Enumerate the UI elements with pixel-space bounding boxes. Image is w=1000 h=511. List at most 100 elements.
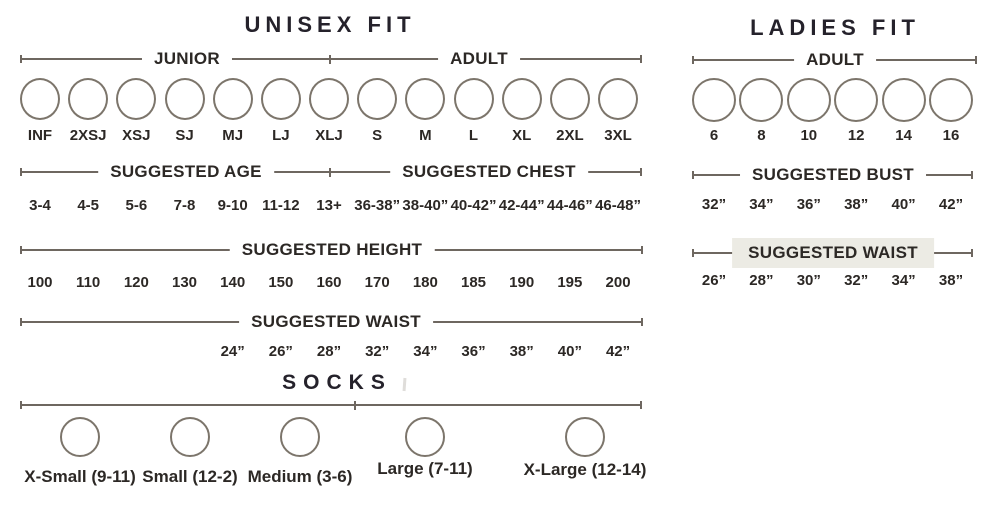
unisex-suggested-waist-value: 24”	[220, 343, 245, 360]
suggested-age-value: 5-6	[125, 197, 148, 214]
suggested-height-value: 190	[509, 274, 535, 291]
unisex-size-label: M	[419, 127, 432, 144]
ladies-suggested-waist-value: 26”	[701, 272, 727, 289]
unisex-size-label: XL	[512, 127, 532, 144]
suggested-height-value: 180	[412, 274, 438, 291]
sock-size-label: X-Large (12-14)	[523, 460, 647, 479]
suggested-height-value: 130	[171, 274, 198, 291]
suggested-chest-value: 38-40”	[402, 197, 449, 214]
unisex-group-ruler-center-tick	[329, 55, 331, 64]
suggested-height-value: 140	[220, 274, 246, 291]
suggested-height-value: 200	[605, 274, 631, 291]
ladies-size-label: 14	[895, 127, 912, 144]
suggested-bust-value: 40”	[891, 196, 916, 213]
ladies-size-circle	[739, 78, 784, 122]
suggested-age-value: 9-10	[217, 197, 248, 214]
suggested-bust-value: 34”	[749, 196, 774, 213]
unisex-size-circle	[357, 78, 398, 120]
unisex-suggested-waist-value: 40”	[557, 343, 582, 360]
suggested-bust-value: 36”	[796, 196, 821, 213]
socks-ruler	[20, 401, 642, 409]
ladies-size-label: 8	[757, 127, 766, 144]
suggested-height-label: SUGGESTED HEIGHT	[229, 239, 435, 261]
unisex-size-circle	[405, 78, 446, 120]
unisex-fit-title: UNISEX FIT	[244, 12, 416, 37]
unisex-size-label: L	[468, 127, 479, 144]
suggested-height-value: 150	[268, 274, 294, 291]
unisex-suggested-waist-value: 38”	[509, 343, 534, 360]
unisex-size-label: 2XSJ	[69, 127, 107, 144]
suggested-bust-value: 42”	[938, 196, 964, 213]
ladies-size-circle	[929, 78, 973, 122]
sock-size-circle	[170, 417, 210, 457]
ladies-suggested-waist-value: 34”	[891, 272, 916, 289]
suggested-bust-label: SUGGESTED BUST	[740, 164, 926, 186]
unisex-size-label: MJ	[222, 127, 244, 144]
age-chest-ruler	[20, 168, 642, 176]
sock-size-label: Small (12-2)	[142, 467, 238, 486]
ladies-suggested-waist-value: 30”	[796, 272, 821, 289]
adult-group-label: ADULT	[438, 48, 520, 70]
suggested-chest-value: 42-44”	[498, 197, 545, 214]
sock-size-label: Medium (3-6)	[247, 467, 353, 486]
suggested-height-value: 185	[461, 274, 487, 291]
socks-title: SOCKS	[282, 371, 392, 394]
suggested-height-value: 170	[364, 274, 390, 291]
ladies-size-circle	[786, 78, 831, 122]
ladies-size-label: 16	[942, 127, 960, 144]
sock-size-circle	[565, 417, 605, 457]
sock-size-circle	[405, 417, 445, 457]
unisex-suggested-waist-value: 32”	[365, 343, 390, 360]
unisex-size-circle	[164, 78, 205, 120]
unisex-suggested-waist-value: 36”	[461, 343, 486, 360]
unisex-size-circle	[212, 78, 253, 120]
print-artifact-mark	[402, 377, 407, 392]
ladies-fit-title: LADIES FIT	[750, 15, 920, 40]
suggested-height-value: 110	[76, 274, 101, 291]
sock-size-circle	[60, 417, 100, 457]
suggested-age-value: 4-5	[77, 197, 99, 214]
suggested-chest-value: 36-38”	[354, 197, 401, 214]
ladies-size-label: 6	[709, 127, 719, 144]
socks-ruler-center-tick	[354, 401, 356, 410]
suggested-height-value: 160	[316, 274, 342, 291]
unisex-size-circle	[309, 78, 350, 120]
unisex-suggested-waist-value: 26”	[268, 343, 293, 360]
ladies-suggested-waist-label: SUGGESTED WAIST	[732, 238, 934, 268]
unisex-size-circle	[20, 78, 60, 120]
unisex-size-label: S	[372, 127, 383, 144]
ladies-suggested-waist-value: 38”	[938, 272, 964, 289]
unisex-size-circle	[260, 78, 301, 120]
sock-size-label: Large (7-11)	[377, 459, 473, 478]
junior-group-label: JUNIOR	[141, 48, 233, 70]
unisex-size-label: XLJ	[315, 127, 343, 144]
sock-size-label: X-Small (9-11)	[24, 467, 136, 486]
sock-size-circle	[280, 417, 320, 457]
ladies-suggested-waist-value: 28”	[749, 272, 774, 289]
unisex-size-label: 2XL	[556, 127, 584, 144]
unisex-size-label: SJ	[175, 127, 194, 144]
unisex-size-circle	[598, 78, 639, 120]
suggested-age-value: 13+	[316, 197, 342, 214]
suggested-chest-value: 46-48”	[595, 197, 641, 214]
ladies-size-circle	[692, 78, 736, 122]
suggested-chest-value: 40-42”	[450, 197, 497, 214]
unisex-size-circle	[116, 78, 157, 120]
ladies-suggested-waist-value: 32”	[844, 272, 869, 289]
suggested-chest-value: 44-46”	[546, 197, 593, 214]
unisex-size-circle	[68, 78, 109, 120]
unisex-size-label: INF	[27, 127, 53, 144]
unisex-size-label: LJ	[272, 127, 290, 144]
unisex-suggested-waist-label: SUGGESTED WAIST	[239, 311, 433, 333]
unisex-group-ruler	[20, 55, 642, 63]
unisex-suggested-waist-value: 42”	[605, 343, 631, 360]
ladies-size-circle	[881, 78, 926, 122]
suggested-age-value: 7-8	[173, 197, 196, 214]
suggested-bust-value: 38”	[844, 196, 869, 213]
unisex-size-circle	[549, 78, 590, 120]
suggested-height-value: 120	[123, 274, 149, 291]
ladies-size-circle	[834, 78, 879, 122]
unisex-size-circle	[501, 78, 542, 120]
suggested-height-value: 195	[557, 274, 583, 291]
